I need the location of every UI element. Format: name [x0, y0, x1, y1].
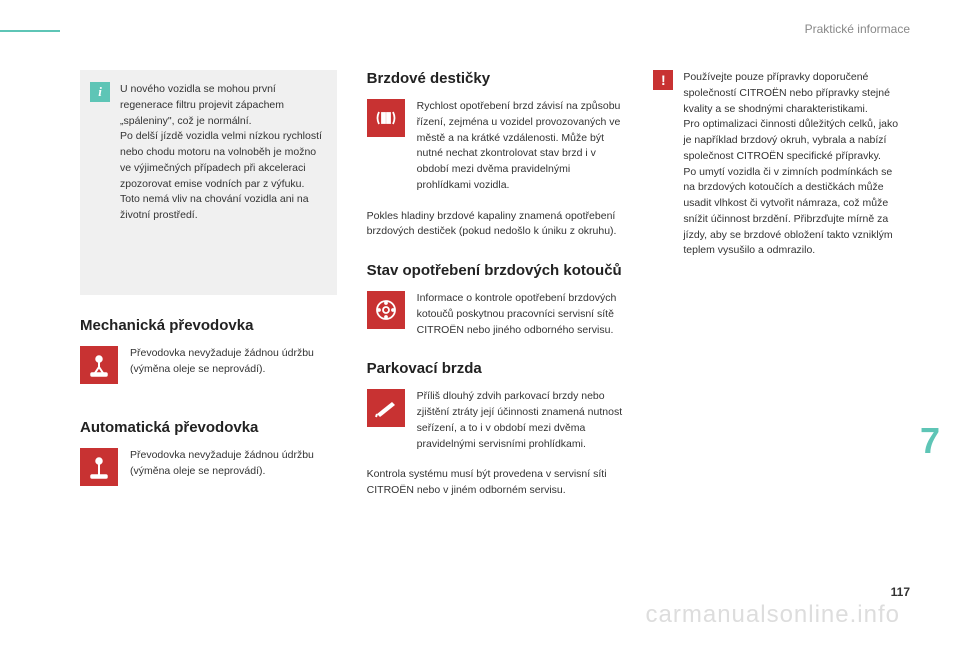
- block-brake-pads: Rychlost opotřebení brzd závisí na způso…: [367, 99, 624, 194]
- column-2: Brzdové destičky Rychlost opotřebení brz…: [367, 70, 624, 511]
- info-text: U nového vozidla se mohou první regenera…: [120, 82, 325, 283]
- block-mechanical: Převodovka nevyžaduje žádnou údržbu (vým…: [80, 346, 337, 384]
- heading-mechanical-gearbox: Mechanická převodovka: [80, 317, 337, 334]
- top-accent-bar: [0, 30, 60, 32]
- brake-disc-icon: [367, 291, 405, 329]
- block-text: Příliš dlouhý zdvih parkovací brzdy nebo…: [417, 389, 624, 452]
- para-brake-fluid: Pokles hladiny brzdové kapaliny znamená …: [367, 209, 624, 241]
- page-number: 117: [891, 585, 910, 599]
- chapter-number: 7: [920, 420, 940, 462]
- para-system-check: Kontrola systému musí být provedena v se…: [367, 467, 624, 499]
- block-auto: Převodovka nevyžaduje žádnou údržbu (vým…: [80, 448, 337, 486]
- warning-icon: !: [653, 70, 673, 90]
- warning-box: ! Používejte pouze přípravky doporučené …: [653, 70, 910, 259]
- gearbox-icon: [80, 346, 118, 384]
- section-header: Praktické informace: [805, 22, 910, 36]
- heading-parking-brake: Parkovací brzda: [367, 360, 624, 377]
- column-3: ! Používejte pouze přípravky doporučené …: [653, 70, 910, 511]
- brake-pads-icon: [367, 99, 405, 137]
- warning-text: Používejte pouze přípravky doporučené sp…: [683, 70, 905, 259]
- heading-brake-pads: Brzdové destičky: [367, 70, 624, 87]
- heading-auto-gearbox: Automatická převodovka: [80, 419, 337, 436]
- block-parking-brake: Příliš dlouhý zdvih parkovací brzdy nebo…: [367, 389, 624, 452]
- gearbox-auto-icon: [80, 448, 118, 486]
- block-brake-disc: Informace o kontrole opotřebení brzdovýc…: [367, 291, 624, 338]
- block-text: Informace o kontrole opotřebení brzdovýc…: [417, 291, 624, 338]
- column-1: i U nového vozidla se mohou první regene…: [80, 70, 337, 511]
- main-content: i U nového vozidla se mohou první regene…: [80, 70, 910, 511]
- info-icon: i: [90, 82, 110, 102]
- parking-brake-icon: [367, 389, 405, 427]
- watermark: carmanualsonline.info: [646, 601, 900, 629]
- block-text: Rychlost opotřebení brzd závisí na způso…: [417, 99, 624, 194]
- block-text: Převodovka nevyžaduje žádnou údržbu (vým…: [130, 448, 337, 486]
- heading-brake-disc-wear: Stav opotřebení brzdových kotoučů: [367, 262, 624, 279]
- info-box: i U nového vozidla se mohou první regene…: [80, 70, 337, 295]
- block-text: Převodovka nevyžaduje žádnou údržbu (vým…: [130, 346, 337, 384]
